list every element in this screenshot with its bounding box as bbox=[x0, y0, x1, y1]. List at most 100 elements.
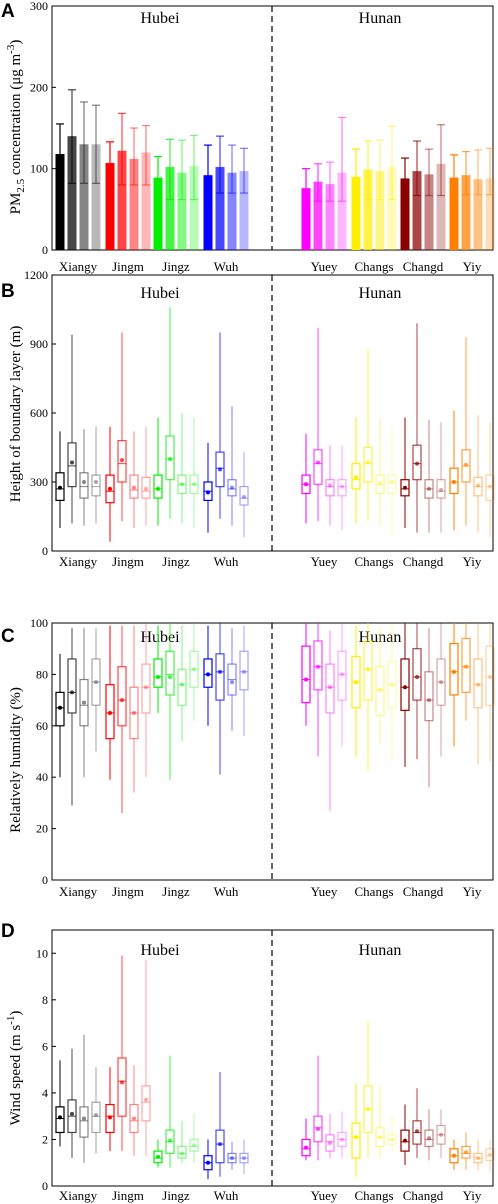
box bbox=[105, 474, 115, 504]
box bbox=[351, 1122, 361, 1159]
box bbox=[55, 1106, 65, 1134]
box bbox=[141, 1085, 151, 1122]
bar bbox=[325, 184, 335, 250]
y-tick-label: 300 bbox=[30, 475, 48, 489]
box bbox=[203, 658, 213, 688]
panel-b-plot: 0 300 600 900 1200 Hubei Hunan Xiangy Jingm Jingz… bbox=[24, 268, 495, 569]
y-tick-label: 10 bbox=[36, 946, 48, 960]
box bbox=[79, 678, 89, 727]
box bbox=[301, 1138, 311, 1157]
box bbox=[473, 658, 483, 709]
panel-d-plot: 0 2 4 6 8 10 Hubei Hunan Xiangy Jingm Jingz Wuh Yuey… bbox=[36, 929, 495, 1203]
x-tick-label: Wuh bbox=[214, 554, 239, 569]
mean-point bbox=[403, 685, 407, 690]
box bbox=[165, 650, 175, 696]
panel-b-letter: B bbox=[1, 281, 15, 302]
box bbox=[485, 1148, 495, 1162]
mean-point bbox=[452, 480, 456, 484]
mean-point bbox=[476, 682, 480, 687]
mean-point bbox=[94, 1113, 98, 1118]
box bbox=[325, 663, 335, 714]
bar bbox=[449, 177, 459, 250]
mean-point bbox=[427, 1136, 431, 1141]
box bbox=[79, 472, 89, 499]
x-tick-label: Yiy bbox=[463, 1188, 482, 1203]
box bbox=[215, 451, 225, 488]
x-tick-label: Jingm bbox=[112, 1188, 144, 1203]
mean-point bbox=[218, 467, 222, 472]
x-tick-label: Changd bbox=[403, 554, 444, 569]
x-tick-label: Jingz bbox=[162, 884, 190, 899]
bar bbox=[436, 163, 446, 250]
box bbox=[177, 474, 187, 495]
mean-point bbox=[415, 461, 419, 466]
x-tick-label: Yuey bbox=[311, 259, 338, 274]
x-tick-label: Wuh bbox=[214, 1188, 239, 1203]
mean-point bbox=[378, 481, 382, 486]
x-tick-label: Jingm bbox=[112, 259, 144, 274]
box bbox=[117, 1057, 127, 1117]
bar bbox=[351, 176, 361, 250]
region-label-hunan: Hunan bbox=[359, 629, 402, 646]
mean-point bbox=[156, 674, 160, 679]
mean-point bbox=[168, 1138, 172, 1143]
bar bbox=[239, 171, 249, 250]
mean-point bbox=[218, 669, 222, 674]
mean-point bbox=[82, 700, 86, 705]
mean-point bbox=[94, 680, 98, 685]
mean-point bbox=[156, 486, 160, 491]
mean-point bbox=[180, 482, 184, 487]
panel-b: B Height of boundary layer (m) 0 300 600 90… bbox=[1, 268, 495, 569]
mean-point bbox=[108, 1115, 112, 1120]
bar bbox=[153, 177, 163, 250]
x-tick-label: Changd bbox=[403, 884, 444, 899]
y-tick-label: 0 bbox=[42, 1179, 48, 1193]
box bbox=[375, 666, 385, 717]
bar bbox=[129, 158, 139, 250]
mean-point bbox=[439, 1132, 443, 1137]
mean-point bbox=[378, 687, 382, 692]
box bbox=[91, 658, 101, 706]
panel-c: C Relatively humidity (%) 0 20 40 60 80 100 Hu… bbox=[1, 616, 495, 899]
x-tick-label: Changs bbox=[355, 259, 394, 274]
panel-a-ylabel: PM2.5 concentration (μg m-3) bbox=[5, 40, 27, 215]
y-tick-label: 0 bbox=[42, 873, 48, 887]
box bbox=[91, 474, 101, 497]
box bbox=[189, 650, 199, 688]
panel-c-letter: C bbox=[1, 626, 15, 647]
box bbox=[400, 479, 410, 497]
x-tick-label: Yiy bbox=[463, 259, 482, 274]
mean-point bbox=[464, 664, 468, 669]
mean-point bbox=[316, 460, 320, 465]
x-tick-label: Yuey bbox=[311, 884, 338, 899]
y-tick-label: 200 bbox=[30, 80, 48, 94]
y-tick-label: 40 bbox=[36, 770, 48, 784]
mean-point bbox=[192, 667, 196, 672]
mean-point bbox=[304, 1145, 308, 1150]
x-tick-label: Jingm bbox=[112, 884, 144, 899]
box bbox=[337, 1131, 347, 1148]
box bbox=[55, 472, 65, 501]
bar bbox=[400, 178, 410, 250]
box bbox=[449, 467, 459, 495]
panel-a-letter: A bbox=[1, 1, 15, 22]
y-tick-label: 0 bbox=[42, 243, 48, 257]
y-tick-label: 20 bbox=[36, 822, 48, 836]
bar bbox=[485, 178, 495, 250]
box bbox=[387, 1134, 397, 1145]
box bbox=[301, 645, 311, 704]
x-tick-label: Xiangy bbox=[59, 1188, 98, 1203]
box bbox=[105, 1103, 115, 1134]
mean-point bbox=[230, 485, 234, 490]
x-tick-label: Jingz bbox=[162, 259, 190, 274]
box bbox=[351, 463, 361, 490]
box bbox=[436, 658, 446, 706]
box bbox=[325, 479, 335, 497]
mean-point bbox=[120, 1080, 124, 1085]
mean-point bbox=[354, 680, 358, 685]
box bbox=[313, 449, 323, 485]
mean-point bbox=[144, 685, 148, 690]
bar bbox=[313, 181, 323, 250]
x-tick-label: Yuey bbox=[311, 1188, 338, 1203]
